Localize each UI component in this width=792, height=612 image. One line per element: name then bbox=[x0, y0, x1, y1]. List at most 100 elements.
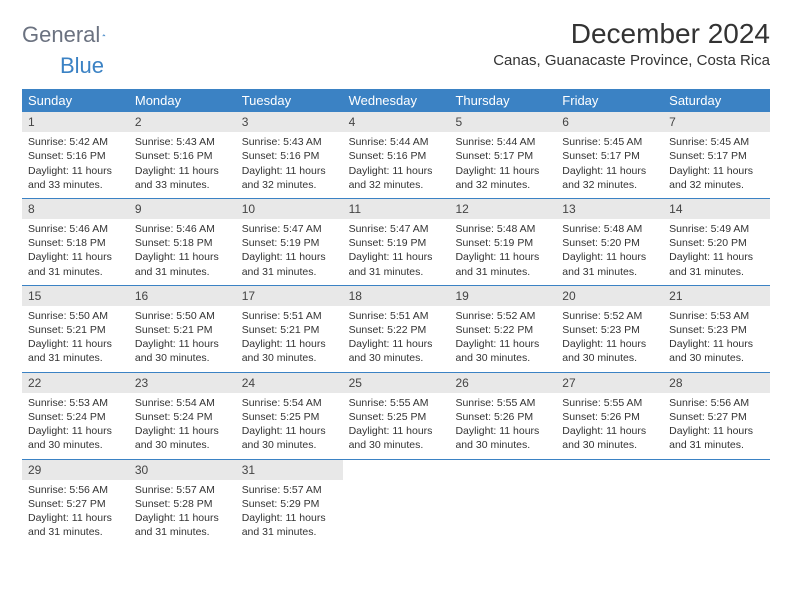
day-data: Sunrise: 5:53 AMSunset: 5:23 PMDaylight:… bbox=[663, 306, 770, 372]
sunrise-line: Sunrise: 5:48 AM bbox=[562, 222, 657, 236]
daylight-line: Daylight: 11 hours and 32 minutes. bbox=[669, 164, 764, 192]
day-number: 21 bbox=[663, 286, 770, 306]
calendar-cell-empty bbox=[663, 460, 770, 546]
day-data: Sunrise: 5:43 AMSunset: 5:16 PMDaylight:… bbox=[236, 132, 343, 198]
calendar-cell: 2Sunrise: 5:43 AMSunset: 5:16 PMDaylight… bbox=[129, 112, 236, 198]
calendar-cell: 9Sunrise: 5:46 AMSunset: 5:18 PMDaylight… bbox=[129, 199, 236, 285]
calendar-cell: 1Sunrise: 5:42 AMSunset: 5:16 PMDaylight… bbox=[22, 112, 129, 198]
day-number: 2 bbox=[129, 112, 236, 132]
day-data: Sunrise: 5:53 AMSunset: 5:24 PMDaylight:… bbox=[22, 393, 129, 459]
sunrise-line: Sunrise: 5:52 AM bbox=[455, 309, 550, 323]
sunrise-line: Sunrise: 5:55 AM bbox=[455, 396, 550, 410]
daylight-line: Daylight: 11 hours and 30 minutes. bbox=[669, 337, 764, 365]
weekday-header: Thursday bbox=[449, 89, 556, 112]
day-number: 9 bbox=[129, 199, 236, 219]
day-data: Sunrise: 5:50 AMSunset: 5:21 PMDaylight:… bbox=[129, 306, 236, 372]
calendar-cell: 20Sunrise: 5:52 AMSunset: 5:23 PMDayligh… bbox=[556, 286, 663, 372]
sunset-line: Sunset: 5:20 PM bbox=[669, 236, 764, 250]
sunrise-line: Sunrise: 5:48 AM bbox=[455, 222, 550, 236]
calendar-cell: 21Sunrise: 5:53 AMSunset: 5:23 PMDayligh… bbox=[663, 286, 770, 372]
day-number: 17 bbox=[236, 286, 343, 306]
calendar-cell: 19Sunrise: 5:52 AMSunset: 5:22 PMDayligh… bbox=[449, 286, 556, 372]
calendar-cell-empty bbox=[556, 460, 663, 546]
sunset-line: Sunset: 5:21 PM bbox=[135, 323, 230, 337]
sunrise-line: Sunrise: 5:52 AM bbox=[562, 309, 657, 323]
sunrise-line: Sunrise: 5:46 AM bbox=[28, 222, 123, 236]
brand-word-2: Blue bbox=[60, 53, 104, 78]
weekday-header: Sunday bbox=[22, 89, 129, 112]
daylight-line: Daylight: 11 hours and 30 minutes. bbox=[455, 424, 550, 452]
sunrise-line: Sunrise: 5:56 AM bbox=[28, 483, 123, 497]
day-number: 10 bbox=[236, 199, 343, 219]
weekday-header: Tuesday bbox=[236, 89, 343, 112]
daylight-line: Daylight: 11 hours and 31 minutes. bbox=[562, 250, 657, 278]
calendar-cell: 11Sunrise: 5:47 AMSunset: 5:19 PMDayligh… bbox=[343, 199, 450, 285]
sunrise-line: Sunrise: 5:47 AM bbox=[242, 222, 337, 236]
sunrise-line: Sunrise: 5:53 AM bbox=[669, 309, 764, 323]
calendar-cell: 24Sunrise: 5:54 AMSunset: 5:25 PMDayligh… bbox=[236, 373, 343, 459]
calendar-cell: 30 Sunrise: 5:57 AMSunset: 5:28 PMDayligh… bbox=[129, 460, 236, 546]
calendar-cell: 25Sunrise: 5:55 AMSunset: 5:25 PMDayligh… bbox=[343, 373, 450, 459]
sunset-line: Sunset: 5:16 PM bbox=[28, 149, 123, 163]
sail-icon bbox=[102, 27, 106, 43]
day-number: 20 bbox=[556, 286, 663, 306]
daylight-line: Daylight: 11 hours and 31 minutes. bbox=[669, 424, 764, 452]
day-number: 24 bbox=[236, 373, 343, 393]
day-number: 30 bbox=[129, 460, 236, 480]
day-number: 4 bbox=[343, 112, 450, 132]
day-number: 8 bbox=[22, 199, 129, 219]
daylight-line: Daylight: 11 hours and 30 minutes. bbox=[242, 337, 337, 365]
sunrise-line: Sunrise: 5:43 AM bbox=[242, 135, 337, 149]
sunrise-line: Sunrise: 5:50 AM bbox=[28, 309, 123, 323]
calendar-cell-empty bbox=[343, 460, 450, 546]
daylight-line: Daylight: 11 hours and 31 minutes. bbox=[455, 250, 550, 278]
sunset-line: Sunset: 5:19 PM bbox=[455, 236, 550, 250]
calendar-cell: 13Sunrise: 5:48 AMSunset: 5:20 PMDayligh… bbox=[556, 199, 663, 285]
sunrise-line: Sunrise: 5:49 AM bbox=[669, 222, 764, 236]
daylight-line: Daylight: 11 hours and 31 minutes. bbox=[135, 511, 230, 539]
sunset-line: Sunset: 5:16 PM bbox=[349, 149, 444, 163]
sunset-line: Sunset: 5:16 PM bbox=[135, 149, 230, 163]
day-data: Sunrise: 5:54 AMSunset: 5:24 PMDaylight:… bbox=[129, 393, 236, 459]
calendar-cell: 3Sunrise: 5:43 AMSunset: 5:16 PMDaylight… bbox=[236, 112, 343, 198]
calendar-cell: 8Sunrise: 5:46 AMSunset: 5:18 PMDaylight… bbox=[22, 199, 129, 285]
day-data: Sunrise: 5:46 AMSunset: 5:18 PMDaylight:… bbox=[22, 219, 129, 285]
calendar-cell: 16Sunrise: 5:50 AMSunset: 5:21 PMDayligh… bbox=[129, 286, 236, 372]
calendar-cell: 4Sunrise: 5:44 AMSunset: 5:16 PMDaylight… bbox=[343, 112, 450, 198]
day-number: 22 bbox=[22, 373, 129, 393]
day-data: Sunrise: 5:52 AMSunset: 5:22 PMDaylight:… bbox=[449, 306, 556, 372]
calendar-body: 1Sunrise: 5:42 AMSunset: 5:16 PMDaylight… bbox=[22, 112, 770, 545]
day-number: 13 bbox=[556, 199, 663, 219]
sunset-line: Sunset: 5:29 PM bbox=[242, 497, 337, 511]
sunrise-line: Sunrise: 5:46 AM bbox=[135, 222, 230, 236]
sunrise-line: Sunrise: 5:51 AM bbox=[349, 309, 444, 323]
weekday-header-row: SundayMondayTuesdayWednesdayThursdayFrid… bbox=[22, 89, 770, 112]
daylight-line: Daylight: 11 hours and 30 minutes. bbox=[242, 424, 337, 452]
sunrise-line: Sunrise: 5:54 AM bbox=[242, 396, 337, 410]
calendar-cell: 31Sunrise: 5:57 AMSunset: 5:29 PMDayligh… bbox=[236, 460, 343, 546]
sunrise-line: Sunrise: 5:45 AM bbox=[669, 135, 764, 149]
sunset-line: Sunset: 5:18 PM bbox=[28, 236, 123, 250]
day-data: Sunrise: 5:48 AMSunset: 5:20 PMDaylight:… bbox=[556, 219, 663, 285]
day-data: Sunrise: 5:46 AMSunset: 5:18 PMDaylight:… bbox=[129, 219, 236, 285]
daylight-line: Daylight: 11 hours and 32 minutes. bbox=[455, 164, 550, 192]
daylight-line: Daylight: 11 hours and 30 minutes. bbox=[135, 337, 230, 365]
daylight-line: Daylight: 11 hours and 30 minutes. bbox=[28, 424, 123, 452]
sunset-line: Sunset: 5:19 PM bbox=[242, 236, 337, 250]
sunrise-line: Sunrise: 5:55 AM bbox=[349, 396, 444, 410]
calendar-row: 8Sunrise: 5:46 AMSunset: 5:18 PMDaylight… bbox=[22, 198, 770, 285]
calendar-cell-empty bbox=[449, 460, 556, 546]
daylight-line: Daylight: 11 hours and 33 minutes. bbox=[28, 164, 123, 192]
calendar-cell: 10Sunrise: 5:47 AMSunset: 5:19 PMDayligh… bbox=[236, 199, 343, 285]
brand-word-1: General bbox=[22, 22, 100, 48]
calendar-row: 22Sunrise: 5:53 AMSunset: 5:24 PMDayligh… bbox=[22, 372, 770, 459]
calendar-cell: 27Sunrise: 5:55 AMSunset: 5:26 PMDayligh… bbox=[556, 373, 663, 459]
sunset-line: Sunset: 5:17 PM bbox=[669, 149, 764, 163]
sunrise-line: Sunrise: 5:57 AM bbox=[135, 483, 230, 497]
day-number: 14 bbox=[663, 199, 770, 219]
sunset-line: Sunset: 5:28 PM bbox=[135, 497, 230, 511]
sunset-line: Sunset: 5:16 PM bbox=[242, 149, 337, 163]
sunset-line: Sunset: 5:20 PM bbox=[562, 236, 657, 250]
sunset-line: Sunset: 5:24 PM bbox=[28, 410, 123, 424]
calendar-cell: 22Sunrise: 5:53 AMSunset: 5:24 PMDayligh… bbox=[22, 373, 129, 459]
